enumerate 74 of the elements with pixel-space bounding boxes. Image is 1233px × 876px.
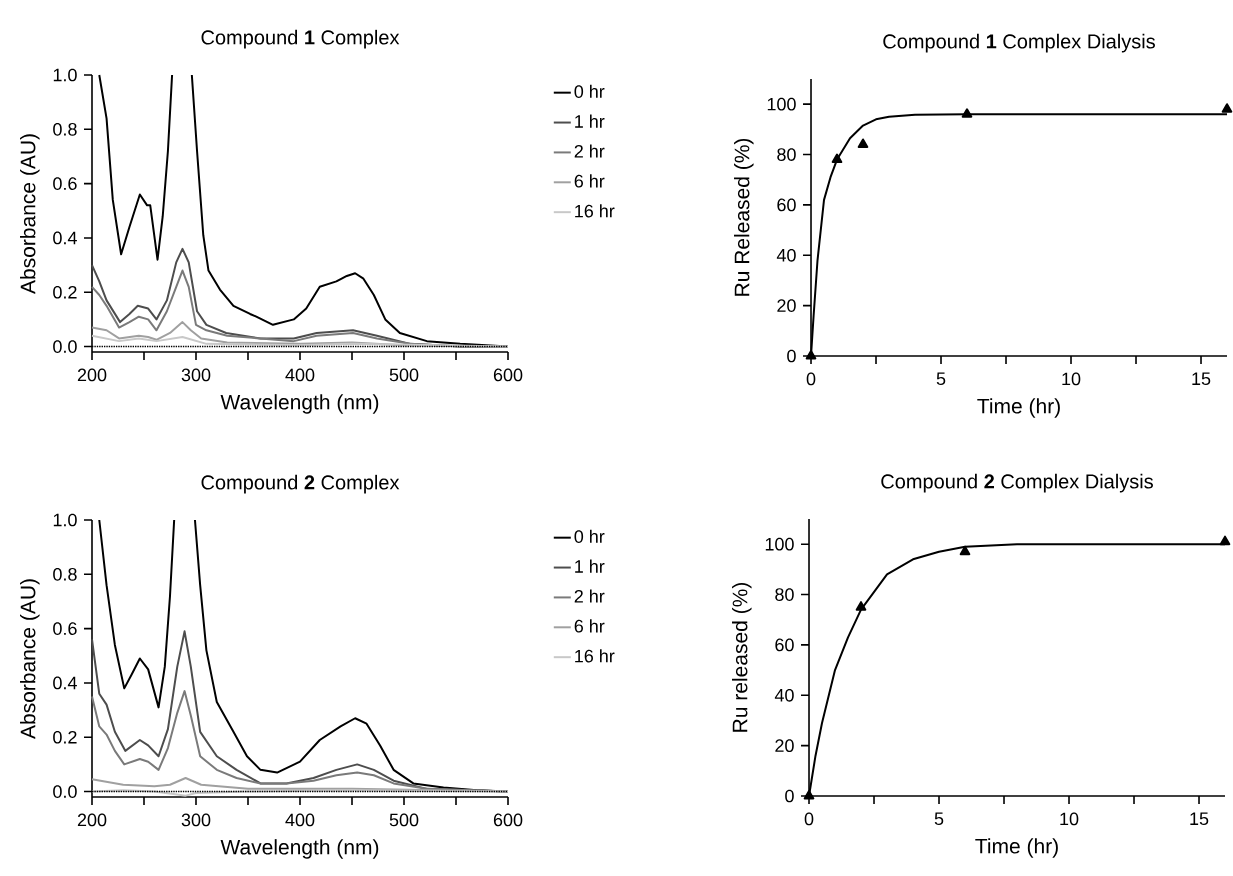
y-axis-title: Absorbance (AU) [20, 579, 40, 739]
x-tick-label: 500 [389, 368, 419, 382]
y-tick-label: 0.6 [53, 622, 77, 635]
y-tick-label: 20 [775, 739, 794, 752]
line-series [91, 334, 509, 348]
legend-label: 0 hr [574, 84, 605, 98]
x-tick-label: 15 [1190, 812, 1209, 826]
x-tick-label: 400 [285, 813, 315, 827]
x-tick-label: 400 [285, 368, 315, 382]
point [961, 108, 973, 118]
legend-label: 2 hr [574, 589, 605, 603]
y-axis-title: Absorbance (AU) [20, 134, 40, 294]
y-tick-label: 100 [767, 97, 796, 111]
y-tick-label: 20 [777, 299, 796, 312]
x-tick-label: 5 [936, 372, 946, 386]
y-tick-label: 0 [785, 789, 794, 803]
y-tick-label: 0.4 [53, 676, 77, 690]
point [959, 545, 971, 556]
y-tick-label: 100 [765, 537, 794, 551]
y-axis-title: Ru released (%) [732, 582, 752, 732]
y-tick-label: 0.8 [53, 122, 77, 136]
legend-label: 1 hr [575, 559, 605, 573]
x-tick-label: 600 [493, 368, 523, 382]
chart-title: Compound 1 Complex [201, 29, 400, 49]
y-tick-label: 0.0 [53, 785, 77, 798]
y-tick-label: 0.0 [53, 340, 77, 353]
y-tick-label: 0 [787, 349, 796, 363]
y-tick-label: 1.0 [53, 513, 77, 527]
point [805, 349, 817, 360]
y-tick-label: 0.6 [53, 177, 77, 190]
x-tick-label: 0 [806, 372, 816, 386]
y-axis-title: Ru Released (%) [734, 138, 754, 296]
point [803, 790, 815, 800]
legend-label: 6 hr [574, 619, 605, 633]
x-tick-label: 0 [804, 812, 814, 826]
point [1221, 103, 1233, 113]
x-axis-title: Time (hr) [977, 398, 1060, 418]
x-tick-label: 300 [181, 813, 211, 827]
y-tick-label: 1.0 [53, 68, 77, 82]
legend-label: 6 hr [574, 174, 605, 188]
point [1219, 535, 1231, 546]
y-tick-label: 0.4 [53, 231, 77, 245]
y-tick-label: 80 [775, 588, 794, 601]
x-tick-label: 10 [1062, 372, 1081, 386]
y-tick-label: 60 [775, 638, 794, 652]
chart-title: Compound 2 Complex Dialysis [881, 473, 1153, 493]
chart-title: Compound 2 Complex [201, 474, 400, 494]
x-tick-label: 600 [493, 813, 523, 827]
x-tick-label: 200 [77, 813, 107, 827]
y-tick-label: 40 [776, 248, 796, 262]
y-tick-label: 0.2 [53, 285, 77, 299]
chart-title: Compound 1 Complex Dialysis [883, 33, 1155, 53]
x-axis-title: Wavelength (nm) [220, 839, 379, 859]
y-tick-label: 0.8 [53, 567, 77, 581]
legend-label: 2 hr [574, 144, 605, 158]
legend-label: 0 hr [574, 529, 605, 543]
y-tick-label: 0.2 [53, 730, 77, 744]
x-tick-label: 300 [181, 368, 211, 382]
x-axis-title: Time (hr) [975, 838, 1058, 858]
y-tick-label: 80 [777, 148, 796, 161]
point [831, 153, 843, 164]
x-tick-label: 200 [77, 368, 107, 382]
y-tick-label: 60 [777, 198, 796, 212]
legend-label: 1 hr [575, 114, 605, 128]
y-tick-label: 40 [774, 688, 794, 702]
x-tick-label: 500 [389, 813, 419, 827]
point [857, 138, 869, 148]
x-axis-title: Wavelength (nm) [220, 394, 379, 414]
legend-label: 16 hr [575, 649, 615, 663]
x-tick-label: 5 [934, 812, 944, 826]
legend-label: 16 hr [575, 204, 615, 218]
x-tick-label: 15 [1192, 372, 1211, 386]
x-tick-label: 10 [1060, 812, 1079, 826]
point [855, 601, 867, 611]
